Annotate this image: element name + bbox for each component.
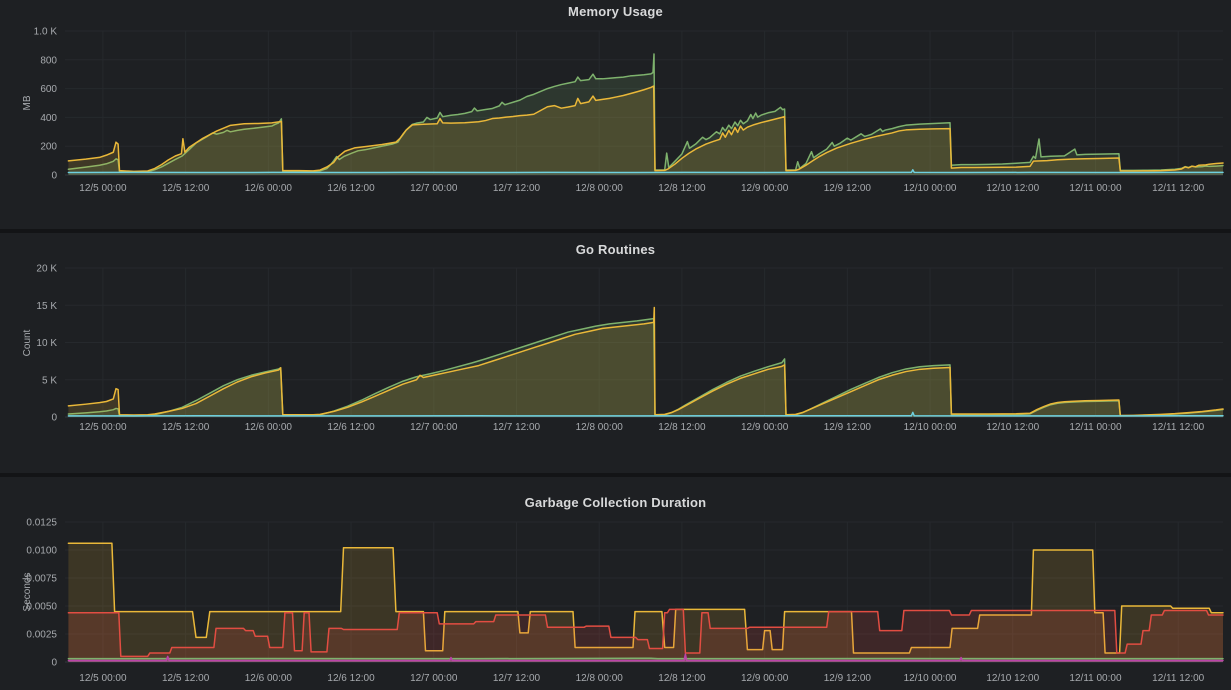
x-tick-label: 12/9 00:00	[741, 673, 789, 684]
panel-title-garbage-collection-duration[interactable]: Garbage Collection Duration	[524, 495, 707, 510]
panel-memory-usage: 0 200 400 600 800 1.0 K 12/5 00:00 12/5 12:00 12…	[0, 0, 1231, 229]
cyan-series-line	[67, 411, 1224, 417]
x-tick-label: 12/7 12:00	[493, 673, 541, 684]
yellow-series-line	[67, 306, 1224, 417]
x-tick-label: 12/10 12:00	[986, 673, 1039, 684]
cyan-series-line	[67, 169, 1224, 174]
green-series-area	[68, 318, 1223, 417]
x-tick-label: 12/8 12:00	[658, 183, 706, 194]
purple-series-line	[67, 653, 1224, 662]
x-tick-label: 12/11 00:00	[1069, 422, 1122, 433]
x-tick-label: 12/10 00:00	[904, 673, 957, 684]
panel-title-memory-usage[interactable]: Memory Usage	[568, 4, 663, 19]
x-tick-label: 12/9 12:00	[824, 422, 872, 433]
x-tick-label: 12/11 12:00	[1152, 422, 1205, 433]
y-tick-label: 0.0075	[26, 574, 57, 585]
x-tick-label: 12/10 00:00	[904, 422, 957, 433]
memory-usage-chart[interactable]: 0 200 400 600 800 1.0 K 12/5 00:00 12/5 12:00 12…	[0, 0, 1231, 229]
x-tick-label: 12/10 00:00	[904, 183, 957, 194]
y-tick-label: 0.0100	[26, 546, 57, 557]
x-tick-label: 12/6 00:00	[245, 183, 293, 194]
y-tick-label: 400	[40, 113, 57, 124]
y-tick-label: 1.0 K	[34, 27, 58, 38]
y-tick-label: 200	[40, 142, 57, 153]
garbage-collection-duration-chart[interactable]: 0 0.0025 0.0050 0.0075 0.0100 0.0125 12/5 00:0…	[0, 477, 1231, 690]
x-tick-label: 12/5 12:00	[162, 183, 210, 194]
x-tick-label: 12/8 12:00	[658, 422, 706, 433]
y-tick-label: 10 K	[36, 338, 57, 349]
x-tick-label: 12/11 00:00	[1069, 673, 1122, 684]
x-tick-label: 12/6 12:00	[327, 673, 375, 684]
panel-gc-duration: 0 0.0025 0.0050 0.0075 0.0100 0.0125 12/5 00:0…	[0, 477, 1231, 690]
y-axis-label: MB	[22, 95, 33, 110]
x-tick-label: 12/6 12:00	[327, 183, 375, 194]
green-series-line	[67, 53, 1224, 174]
y-tick-label: 800	[40, 55, 57, 66]
x-tick-label: 12/7 00:00	[410, 183, 458, 194]
y-tick-label: 600	[40, 84, 57, 95]
y-tick-label: 0	[51, 658, 57, 669]
yellow-series-area	[68, 307, 1223, 417]
x-tick-label: 12/9 12:00	[824, 673, 872, 684]
x-tick-label: 12/8 00:00	[576, 422, 624, 433]
panel-title-go-routines[interactable]: Go Routines	[575, 242, 656, 257]
yellow-series-area	[68, 543, 1223, 662]
x-tick-label: 12/7 12:00	[493, 183, 541, 194]
yellow-series-area	[68, 86, 1223, 175]
y-tick-label: 15 K	[36, 301, 57, 312]
x-tick-label: 12/10 12:00	[986, 422, 1039, 433]
x-tick-label: 12/5 00:00	[79, 673, 127, 684]
red-series-area	[68, 609, 1223, 662]
red-series-line	[67, 608, 1224, 658]
y-tick-label: 0.0125	[26, 518, 57, 529]
y-tick-label: 0	[51, 171, 57, 182]
x-tick-label: 12/5 12:00	[162, 422, 210, 433]
x-tick-label: 12/7 00:00	[410, 422, 458, 433]
yellow-series-line	[67, 85, 1224, 173]
x-tick-label: 12/7 00:00	[410, 673, 458, 684]
x-tick-label: 12/6 00:00	[245, 422, 293, 433]
green-series-area	[68, 54, 1223, 175]
y-tick-label: 20 K	[36, 264, 57, 275]
x-tick-label: 12/9 12:00	[824, 183, 872, 194]
y-tick-label: 0.0050	[26, 602, 57, 613]
x-tick-label: 12/6 12:00	[327, 422, 375, 433]
y-tick-label: 0.0025	[26, 630, 57, 641]
x-tick-label: 12/6 00:00	[245, 673, 293, 684]
yellow-series-line	[67, 542, 1224, 654]
cyan-series-area	[68, 169, 1223, 175]
x-tick-label: 12/5 00:00	[79, 422, 127, 433]
x-tick-label: 12/8 00:00	[576, 673, 624, 684]
x-tick-label: 12/5 00:00	[79, 183, 127, 194]
x-tick-label: 12/5 12:00	[162, 673, 210, 684]
x-tick-label: 12/10 12:00	[986, 183, 1039, 194]
y-tick-label: 0	[51, 413, 57, 424]
y-axis-label: Seconds	[22, 573, 33, 612]
x-tick-label: 12/11 00:00	[1069, 183, 1122, 194]
x-tick-label: 12/11 12:00	[1152, 673, 1205, 684]
y-tick-label: 5 K	[42, 375, 57, 386]
x-tick-label: 12/9 00:00	[741, 422, 789, 433]
x-tick-label: 12/8 00:00	[576, 183, 624, 194]
panel-go-routines: 0 5 K 10 K 15 K 20 K 12/5 00:00 12/5 12:00 12/6…	[0, 233, 1231, 473]
x-tick-label: 12/8 12:00	[658, 673, 706, 684]
go-routines-chart[interactable]: 0 5 K 10 K 15 K 20 K 12/5 00:00 12/5 12:00 12/6…	[0, 233, 1231, 473]
x-tick-label: 12/9 00:00	[741, 183, 789, 194]
x-tick-label: 12/7 12:00	[493, 422, 541, 433]
y-axis-label: Count	[22, 329, 33, 356]
x-tick-label: 12/11 12:00	[1152, 183, 1205, 194]
